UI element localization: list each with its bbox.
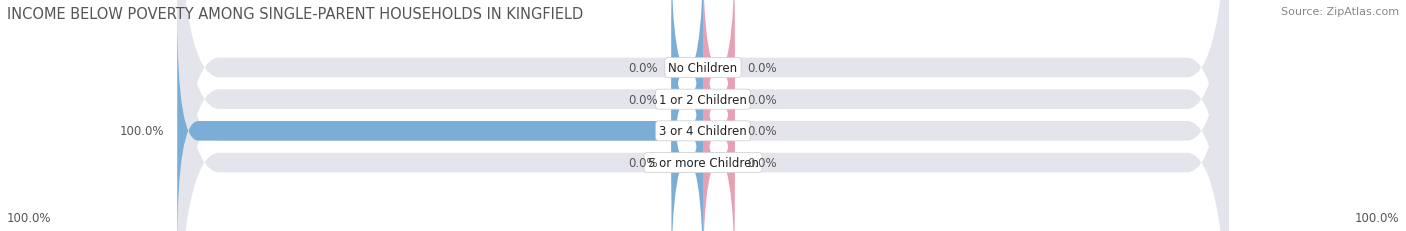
Text: INCOME BELOW POVERTY AMONG SINGLE-PARENT HOUSEHOLDS IN KINGFIELD: INCOME BELOW POVERTY AMONG SINGLE-PARENT…	[7, 7, 583, 22]
FancyBboxPatch shape	[703, 0, 734, 185]
Text: 0.0%: 0.0%	[748, 125, 778, 138]
Text: 0.0%: 0.0%	[748, 93, 778, 106]
Text: Source: ZipAtlas.com: Source: ZipAtlas.com	[1281, 7, 1399, 17]
Text: 3 or 4 Children: 3 or 4 Children	[659, 125, 747, 138]
Text: 0.0%: 0.0%	[628, 156, 658, 169]
Text: 5 or more Children: 5 or more Children	[648, 156, 758, 169]
FancyBboxPatch shape	[177, 0, 1229, 231]
FancyBboxPatch shape	[177, 0, 1229, 231]
FancyBboxPatch shape	[672, 0, 703, 185]
FancyBboxPatch shape	[703, 15, 734, 231]
FancyBboxPatch shape	[703, 46, 734, 231]
FancyBboxPatch shape	[672, 0, 703, 216]
FancyBboxPatch shape	[672, 46, 703, 231]
FancyBboxPatch shape	[177, 15, 703, 231]
Text: 0.0%: 0.0%	[628, 93, 658, 106]
Text: 0.0%: 0.0%	[628, 62, 658, 75]
Text: 100.0%: 100.0%	[120, 125, 165, 138]
Text: 1 or 2 Children: 1 or 2 Children	[659, 93, 747, 106]
Text: 100.0%: 100.0%	[7, 211, 52, 224]
FancyBboxPatch shape	[177, 0, 1229, 231]
FancyBboxPatch shape	[177, 0, 1229, 231]
FancyBboxPatch shape	[703, 0, 734, 216]
Text: No Children: No Children	[668, 62, 738, 75]
Text: 100.0%: 100.0%	[1354, 211, 1399, 224]
Text: 0.0%: 0.0%	[748, 62, 778, 75]
Text: 0.0%: 0.0%	[748, 156, 778, 169]
